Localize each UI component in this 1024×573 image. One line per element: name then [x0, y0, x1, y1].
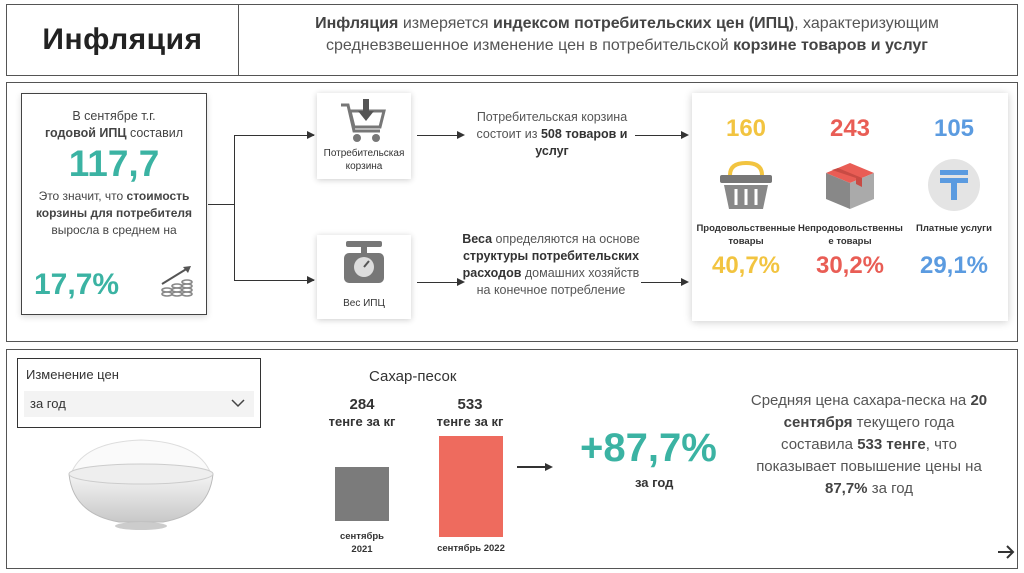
summary-text: , что показывает повышение цены на [756, 436, 982, 475]
cpi-growth-value: 17,7% [34, 268, 120, 301]
bar-value-2021: 284 тенге за кг [319, 396, 405, 430]
price-change-value: +87,7% [580, 426, 717, 470]
scale-card-label: Вес ИПЦ [343, 298, 385, 309]
chevron-down-icon [231, 399, 245, 408]
arrowhead [307, 131, 315, 139]
scale-icon [344, 241, 384, 283]
cpi-value: 117,7 [68, 143, 160, 184]
category-services: 105 Платные услуги 29,1% [902, 93, 1006, 280]
connector-line [208, 204, 235, 205]
desc-bold-3: корзине товаров и услуг [733, 37, 928, 54]
summary-bold: 20 сентября [783, 392, 988, 431]
connector-line [234, 135, 235, 281]
connector-line [417, 282, 459, 283]
price-panel: Изменение цен за год Сахар-песок 284 тен… [6, 349, 1018, 569]
summary-bold: 533 тенге [857, 436, 926, 453]
cpi-explain-text-2: выросла в среднем на [51, 223, 177, 237]
cpi-intro-bold: годовой ИПЦ [44, 126, 127, 140]
basket-desc-bold: 508 товаров и услуг [535, 127, 628, 158]
basket-description: Потребительская корзина состоит из 508 т… [467, 109, 637, 160]
summary-text: текущего года составила [781, 414, 955, 453]
scale-card: Вес ИПЦ [317, 235, 411, 319]
product-title: Сахар-песок [369, 368, 457, 385]
period-dropdown-value: за год [30, 396, 66, 411]
category-percent: 40,7% [711, 252, 781, 279]
desc-text-3: средневзвешенное изменение цен в потреби… [326, 37, 734, 54]
bar-price: 284 [349, 396, 375, 413]
box-icon [826, 163, 874, 209]
arrowhead [457, 278, 465, 286]
connector-line [234, 135, 314, 136]
cpi-explain-text: Это значит, что [38, 189, 127, 203]
chart-growth-icon [161, 266, 193, 297]
summary-text: за год [867, 480, 913, 497]
bar-price: 533 [457, 396, 483, 413]
sugar-bowl-image [68, 439, 214, 530]
bar-arrow-line [517, 466, 547, 468]
category-count: 160 [725, 115, 767, 142]
basket-icon [720, 160, 772, 209]
cpi-intro: В сентябре т.г. годовой ИПЦ составил [22, 108, 206, 142]
price-change-slicer: Изменение цен за год [17, 358, 261, 428]
header-panel: Инфляция Инфляция измеряется индексом по… [6, 4, 1018, 76]
next-arrow-icon[interactable] [997, 544, 1015, 560]
weights-desc-text: определяются на основе [492, 232, 640, 246]
desc-text-1: измеряется [398, 15, 493, 32]
connector-line [234, 280, 314, 281]
cpi-explain-bold: стоимость корзины для потребителя [35, 189, 193, 220]
bar-unit: тенге за кг [328, 414, 396, 429]
bar-2022 [439, 436, 503, 537]
category-count: 105 [933, 115, 975, 142]
desc-text-2: , характеризующим [794, 15, 939, 32]
bar-value-2022: 533 тенге за кг [427, 396, 513, 430]
cpi-card: В сентябре т.г. годовой ИПЦ составил 117,… [21, 93, 207, 315]
category-label: Продовольственные товары [696, 223, 796, 247]
slicer-title: Изменение цен [26, 367, 119, 382]
arrowhead [681, 278, 689, 286]
price-change-period: за год [635, 475, 674, 490]
basket-card: Потребительская корзина [317, 93, 411, 179]
weights-desc-bold: Веса [462, 232, 493, 246]
cpi-panel: В сентябре т.г. годовой ИПЦ составил 117,… [6, 82, 1018, 342]
weights-desc-bold-2: структуры потребительских расходов [462, 249, 640, 280]
bar-unit: тенге за кг [436, 414, 504, 429]
basket-desc-text: Потребительская корзина состоит из [476, 110, 628, 141]
cart-icon [341, 99, 386, 142]
weights-desc-text-2: домашних хозяйств на конечное потреблени… [476, 266, 640, 297]
category-label: Платные услуги [916, 223, 992, 234]
categories-card: 160 Продовольственные товары 40,7% 243 Н… [692, 93, 1008, 321]
summary-text: Средняя цена сахара-песка на [750, 392, 971, 409]
cpi-explain: Это значит, что стоимость корзины для по… [22, 188, 206, 239]
category-percent: 30,2% [815, 252, 885, 279]
desc-bold-1: Инфляция [315, 15, 399, 32]
category-label: Непродовольственны е товары [798, 223, 903, 247]
cpi-intro-text: В сентябре т.г. [72, 109, 156, 123]
basket-card-label: Потребительская корзина [323, 148, 405, 172]
category-food: 160 Продовольственные товары 40,7% [694, 93, 798, 280]
weights-description: Веса определяются на основе структуры по… [462, 231, 640, 299]
cpi-intro-text-2: составил [126, 126, 184, 140]
tenge-icon [928, 159, 980, 211]
page-title: Инфляция [42, 23, 203, 56]
header-description: Инфляция измеряется индексом потребитель… [247, 13, 1007, 57]
price-summary: Средняя цена сахара-песка на 20 сентября… [747, 390, 991, 500]
category-nonfood: 243 Непродовольственны е товары 30,2% [798, 93, 903, 280]
desc-bold-2: индексом потребительских цен (ИПЦ) [493, 15, 795, 32]
category-count: 243 [829, 115, 871, 142]
title-box: Инфляция [7, 5, 239, 75]
connector-line [417, 135, 459, 136]
bar-2021 [335, 467, 389, 521]
period-dropdown[interactable]: за год [24, 391, 254, 417]
summary-bold: 87,7% [824, 480, 868, 497]
arrowhead [457, 131, 465, 139]
category-percent: 29,1% [919, 252, 989, 279]
connector-line [641, 282, 683, 283]
bar-label-2022: сентябрь 2022 [437, 543, 505, 554]
arrowhead [545, 463, 553, 471]
arrowhead [307, 276, 315, 284]
bar-label-2021: сентябрь 2021 [339, 531, 384, 555]
connector-line [635, 135, 683, 136]
arrowhead [681, 131, 689, 139]
